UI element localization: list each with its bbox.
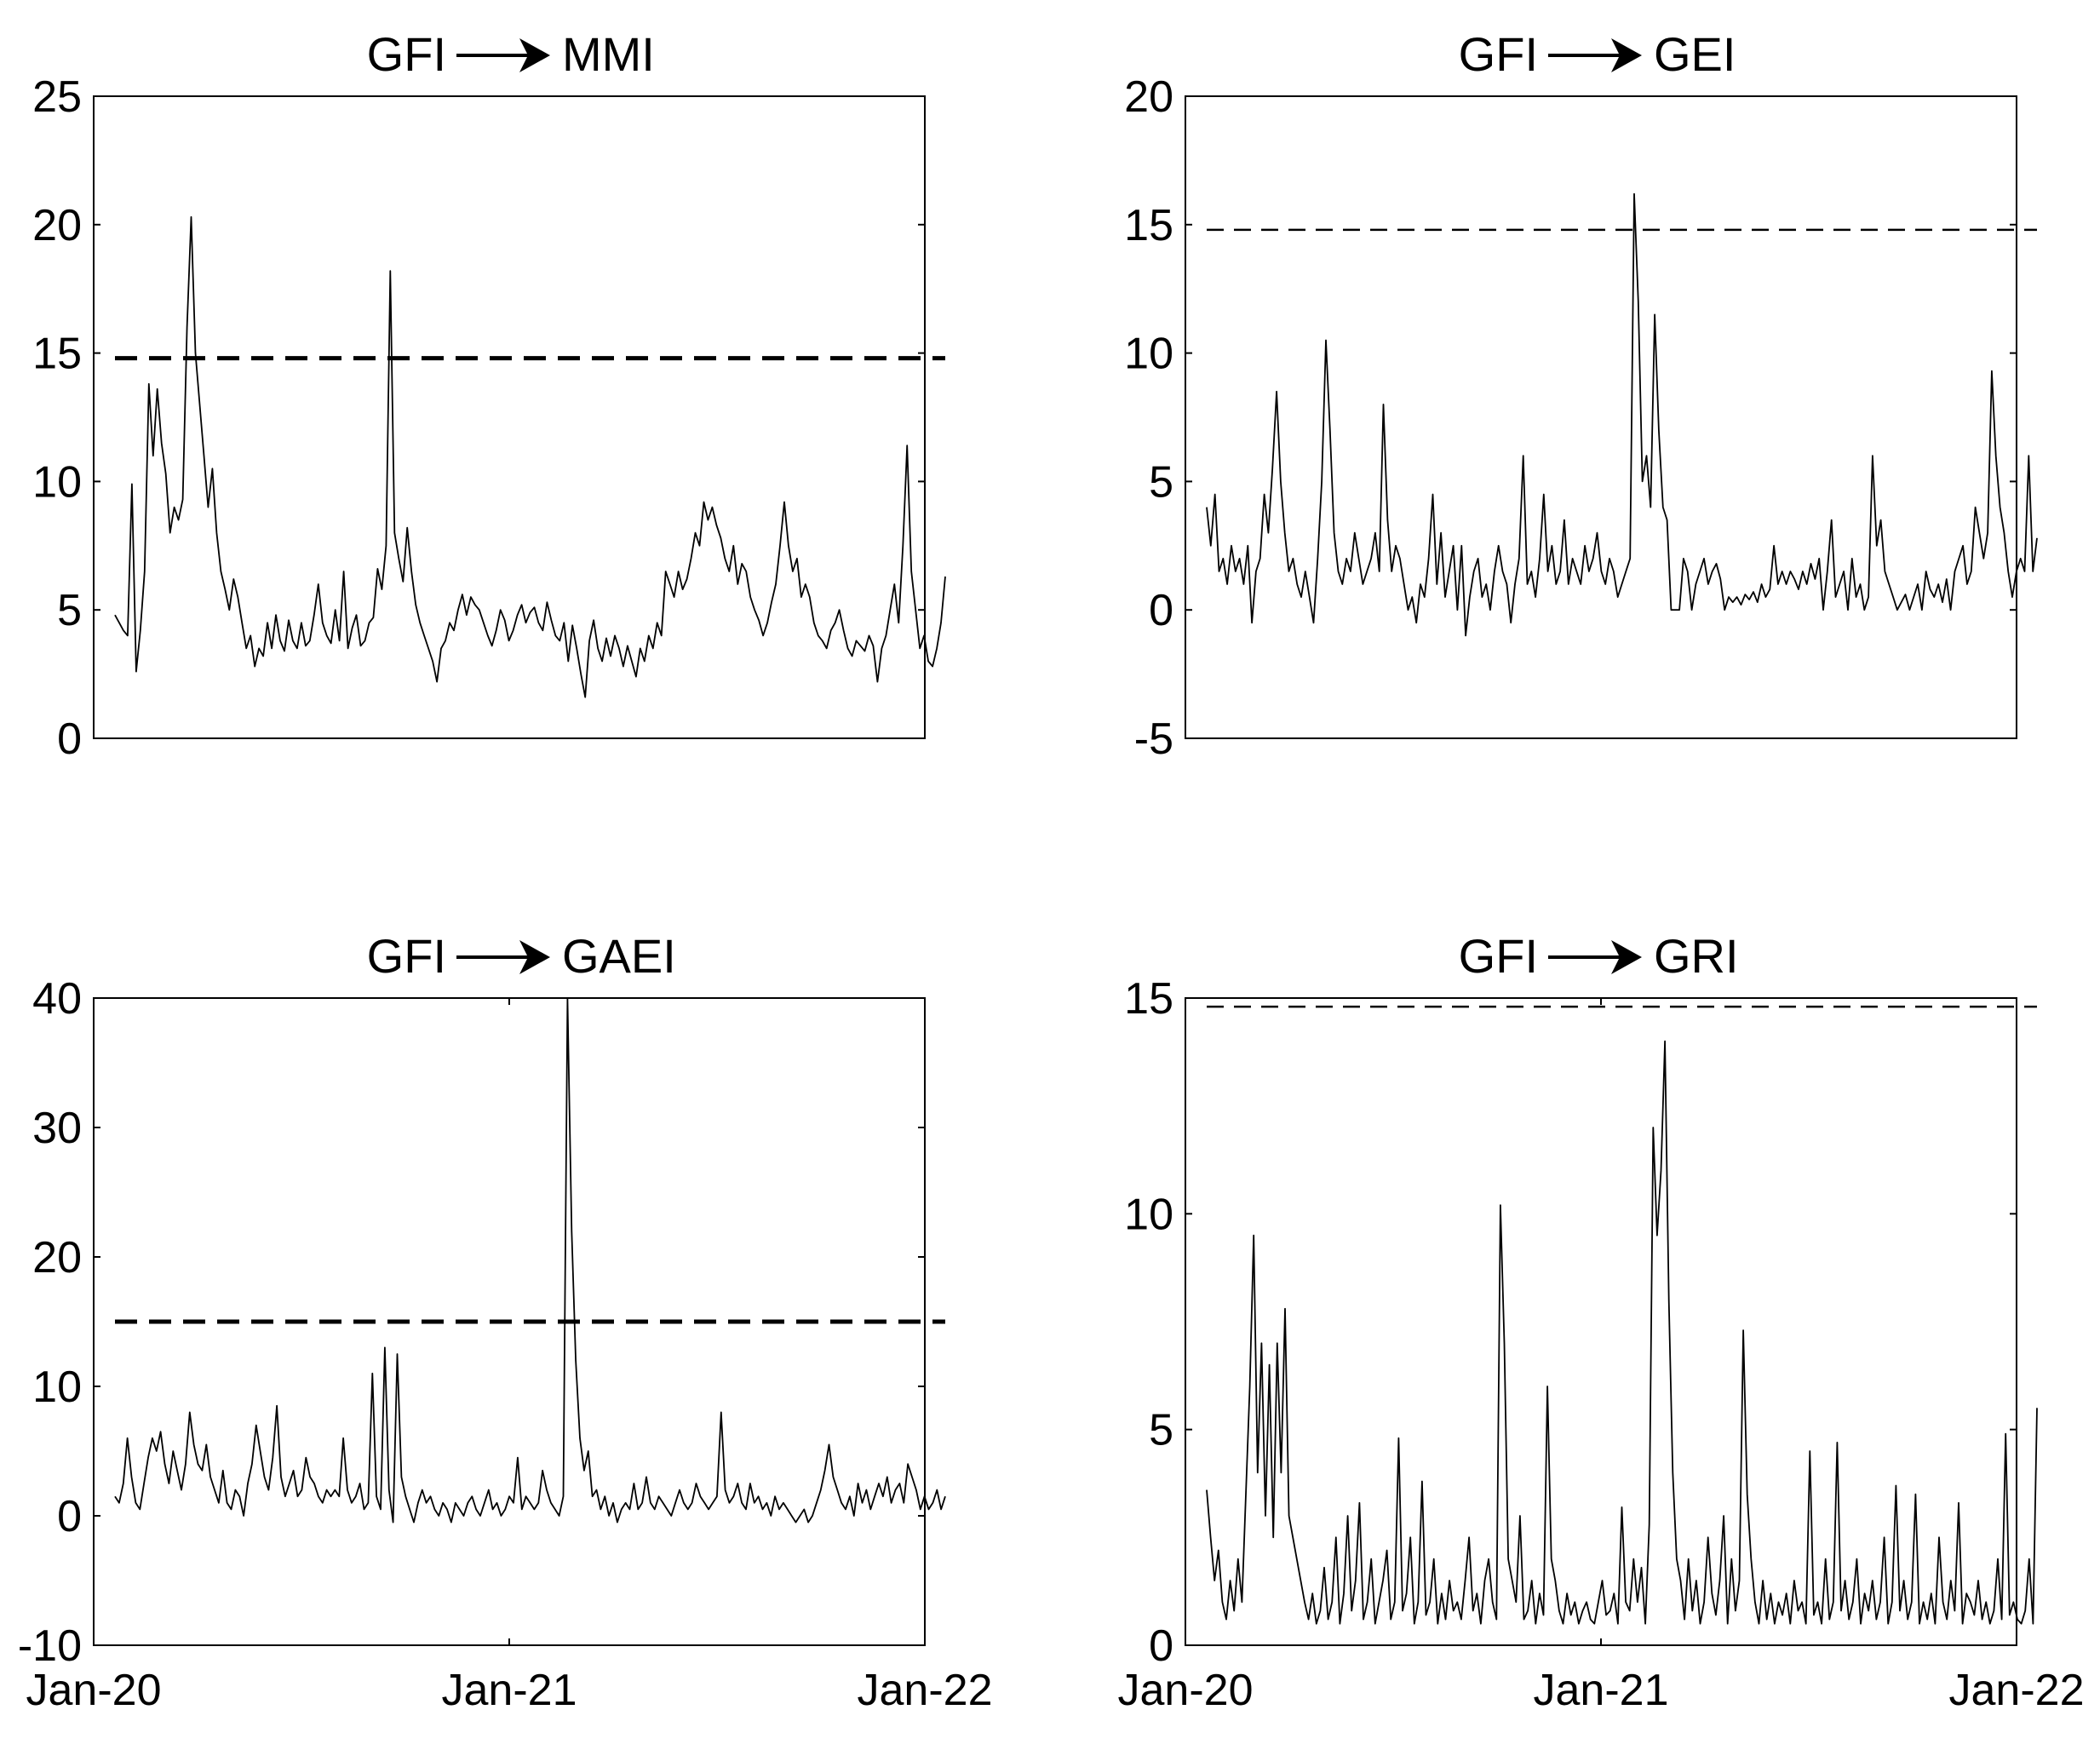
x-tick-label: Jan-22 (1949, 1666, 2085, 1715)
y-tick-label: 10 (32, 457, 82, 507)
y-tick-label: 0 (1149, 586, 1173, 635)
y-tick-label: 15 (1124, 201, 1173, 250)
arrow-head (519, 940, 550, 974)
y-tick-label: -5 (1134, 714, 1173, 764)
panel-gaei-title-to: GAEI (562, 929, 676, 983)
series-line (1206, 1040, 2038, 1625)
arrow-head (1611, 38, 1642, 72)
y-tick-label: 5 (1149, 457, 1173, 507)
panel-mmi-plot-area (93, 95, 926, 739)
panel-mmi: GFI MMI 0 5 10 15 20 25 (32, 27, 946, 764)
y-tick-label: 15 (32, 330, 82, 379)
panel-mmi-title-to: MMI (562, 27, 655, 81)
series-line (114, 997, 946, 1523)
y-tick-label: 25 (32, 72, 82, 122)
y-tick-label: 10 (32, 1363, 82, 1412)
x-tick-label: Jan-20 (1118, 1666, 1254, 1715)
y-tick-label: 40 (32, 974, 82, 1024)
x-tick-label: Jan-22 (858, 1666, 993, 1715)
panel-gri-title-to: GRI (1654, 929, 1739, 983)
y-tick-label: 30 (32, 1104, 82, 1153)
panel-gei: GFI GEI -5 0 5 10 15 20 (1124, 27, 2038, 764)
series-line (114, 215, 946, 698)
x-tick-label: Jan-20 (26, 1666, 162, 1715)
panel-gri-plot-area (1185, 997, 2017, 1646)
y-tick-label: 0 (57, 714, 82, 764)
y-tick-label: 0 (1149, 1621, 1173, 1671)
arrow-head (519, 38, 550, 72)
y-tick-label: 10 (1124, 330, 1173, 379)
series-line (1206, 192, 2038, 637)
arrow-head (1611, 940, 1642, 974)
y-tick-label: 5 (57, 586, 82, 635)
arrow-right-icon (1548, 38, 1642, 72)
y-tick-label: 0 (57, 1492, 82, 1541)
y-tick-label: 15 (1124, 974, 1173, 1024)
y-tick-label: 10 (1124, 1190, 1173, 1239)
y-tick-label: 20 (32, 1233, 82, 1282)
arrow-right-icon (456, 38, 550, 72)
panel-gri: GFI GRI 0 5 10 15 Jan-20 Jan-21 Jan-22 (1118, 929, 2085, 1715)
panel-gei-title-to: GEI (1654, 27, 1736, 81)
arrow-right-icon (456, 940, 550, 974)
panel-gei-plot-area (1185, 95, 2017, 739)
y-tick-label: 20 (32, 201, 82, 250)
panel-gaei-title-from: GFI (367, 929, 446, 983)
x-tick-label: Jan-21 (442, 1666, 577, 1715)
y-tick-label: -10 (18, 1621, 82, 1671)
arrow-right-icon (1548, 940, 1642, 974)
y-tick-label: 5 (1149, 1406, 1173, 1455)
panel-gei-title-from: GFI (1459, 27, 1538, 81)
x-tick-label: Jan-21 (1534, 1666, 1669, 1715)
panel-gaei: GFI GAEI -10 0 10 20 30 40 Jan-20 Jan-21 Jan-22 (18, 929, 993, 1715)
panel-gri-title-from: GFI (1459, 929, 1538, 983)
y-tick-label: 20 (1124, 72, 1173, 122)
panel-mmi-title-from: GFI (367, 27, 446, 81)
